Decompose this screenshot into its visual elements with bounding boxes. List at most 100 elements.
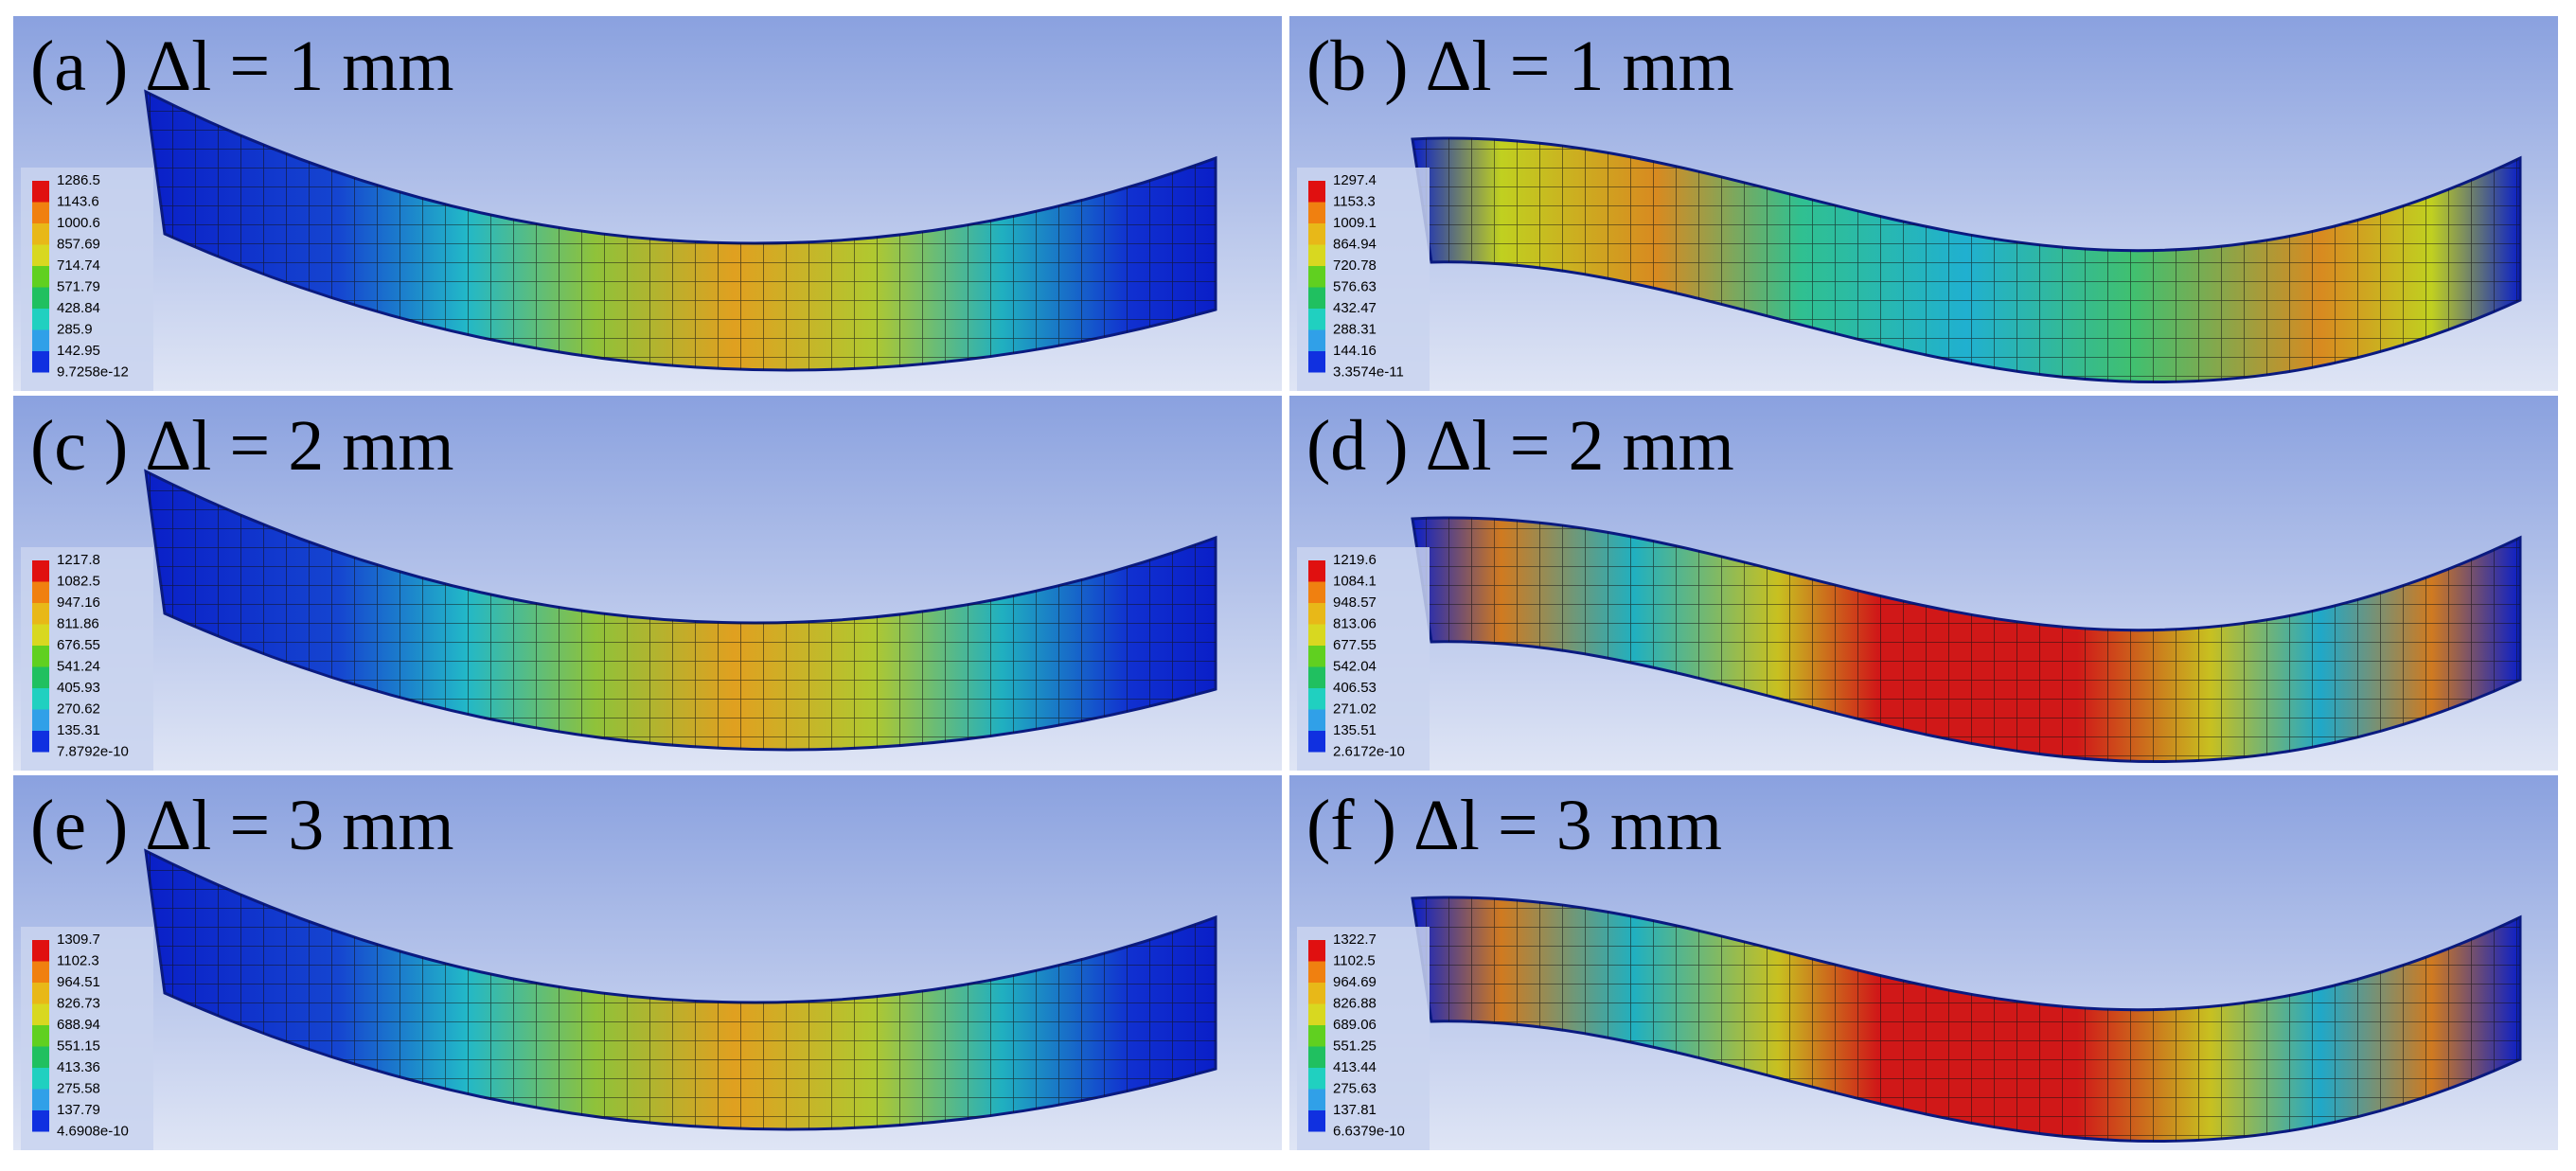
legend-band: [32, 581, 49, 603]
legend-band: [1308, 1068, 1325, 1090]
legend-value: 137.79: [57, 1102, 100, 1118]
legend-band: [32, 1046, 49, 1068]
legend-value: 2.6172e-10: [1333, 743, 1405, 759]
legend-value: 1286.5: [57, 172, 100, 188]
legend-band: [32, 940, 49, 962]
legend-value: 542.04: [1333, 658, 1377, 674]
legend-band: [1308, 560, 1325, 582]
legend: 1219.6 1084.1 948.57 813.06 677.55 542.04 406.…: [1297, 547, 1430, 771]
legend-value: 947.16: [57, 594, 100, 611]
panel-label: (e ) Δl = 3 mm: [30, 786, 453, 865]
legend-band: [32, 961, 49, 983]
beam-mesh: [146, 851, 1216, 1129]
legend-value: 813.06: [1333, 615, 1377, 631]
legend-band: [32, 666, 49, 688]
legend-band: [32, 351, 49, 373]
legend-value: 135.31: [57, 722, 100, 738]
legend-band: [32, 731, 49, 753]
legend-value: 1102.3: [57, 952, 99, 968]
panel-label: (c ) Δl = 2 mm: [30, 406, 453, 486]
legend-band: [32, 1025, 49, 1047]
legend-band: [32, 287, 49, 309]
panel-label: (f ) Δl = 3 mm: [1306, 786, 1722, 865]
legend-band: [1308, 287, 1325, 309]
legend-band: [32, 624, 49, 646]
legend-band: [1308, 351, 1325, 373]
legend-value: 948.57: [1333, 594, 1377, 611]
legend-value: 541.24: [57, 658, 100, 674]
panel: (f ) Δl = 3 mm 1322.7 1102.5 964.69 826.88 689…: [1289, 775, 2558, 1150]
panel-letter: (a ): [30, 27, 128, 106]
legend-value: 1102.5: [1333, 952, 1376, 968]
legend-value: 1143.6: [57, 193, 99, 209]
panel-letter: (c ): [30, 406, 128, 486]
legend-value: 275.63: [1333, 1080, 1377, 1096]
legend-band: [1308, 1003, 1325, 1025]
legend: 1217.8 1082.5 947.16 811.86 676.55 541.24 405.…: [21, 547, 153, 771]
legend-band: [1308, 581, 1325, 603]
legend-value: 714.74: [57, 257, 100, 274]
legend-value: 3.3574e-11: [1333, 364, 1404, 380]
panel-letter: (b ): [1306, 27, 1409, 106]
panel: (b ) Δl = 1 mm 1297.4 1153.3 1009.1 864.94 720…: [1289, 16, 2558, 391]
legend-value: 864.94: [1333, 236, 1377, 252]
legend-value: 964.69: [1333, 974, 1377, 990]
legend-band: [32, 646, 49, 667]
legend-value: 1082.5: [57, 573, 100, 589]
legend-value: 9.7258e-12: [57, 364, 129, 380]
legend-band: [1308, 940, 1325, 962]
legend-band: [1308, 329, 1325, 351]
legend-band: [32, 1003, 49, 1025]
legend-band: [1308, 202, 1325, 223]
legend-band: [1308, 646, 1325, 667]
legend-value: 571.79: [57, 278, 100, 294]
panel: (a ) Δl = 1 mm 1286.5 1143.6 1000.6 857.69 714…: [13, 16, 1282, 391]
legend-band: [32, 688, 49, 710]
legend-band: [1308, 181, 1325, 203]
panel: (e ) Δl = 3 mm 1309.7 1102.3 964.51 826.73 688…: [13, 775, 1282, 1150]
legend-value: 576.63: [1333, 278, 1377, 294]
legend-band: [1308, 961, 1325, 983]
legend-value: 413.36: [57, 1059, 100, 1075]
beam-mesh: [146, 471, 1216, 750]
legend-value: 142.95: [57, 343, 100, 359]
beam-mesh: [1412, 137, 2520, 382]
legend-value: 432.47: [1333, 300, 1377, 316]
legend-band: [32, 266, 49, 288]
legend-band: [1308, 266, 1325, 288]
panel-letter: (d ): [1306, 406, 1409, 486]
legend-band: [32, 202, 49, 223]
legend-value: 137.81: [1333, 1102, 1377, 1118]
panel-displacement: Δl = 1 mm: [1426, 27, 1734, 106]
legend-value: 1000.6: [57, 215, 100, 231]
legend-value: 677.55: [1333, 637, 1377, 653]
legend-value: 275.58: [57, 1080, 100, 1096]
beam-mesh: [1412, 896, 2520, 1142]
legend: 1297.4 1153.3 1009.1 864.94 720.78 576.63 432.…: [1297, 168, 1430, 391]
legend-value: 1217.8: [57, 552, 100, 568]
legend-band: [32, 603, 49, 625]
legend-band: [32, 1089, 49, 1110]
legend-value: 1009.1: [1333, 215, 1377, 231]
legend-band: [1308, 688, 1325, 710]
legend-value: 288.31: [1333, 321, 1377, 337]
legend-band: [1308, 1110, 1325, 1132]
legend-band: [32, 223, 49, 245]
legend-value: 688.94: [57, 1017, 100, 1033]
legend-value: 6.6379e-10: [1333, 1123, 1405, 1139]
panel-displacement: Δl = 2 mm: [145, 406, 453, 486]
legend-band: [1308, 624, 1325, 646]
legend-value: 551.15: [57, 1038, 100, 1054]
legend: 1322.7 1102.5 964.69 826.88 689.06 551.25 413.…: [1297, 927, 1430, 1150]
panel-displacement: Δl = 1 mm: [145, 27, 453, 106]
legend-value: 7.8792e-10: [57, 743, 129, 759]
legend-value: 1084.1: [1333, 573, 1377, 589]
legend-band: [1308, 1089, 1325, 1110]
panel-label: (d ) Δl = 2 mm: [1306, 406, 1734, 486]
legend-band: [32, 709, 49, 731]
beam-mesh: [1412, 517, 2520, 762]
legend-band: [1308, 983, 1325, 1004]
legend-band: [32, 1110, 49, 1132]
legend: 1286.5 1143.6 1000.6 857.69 714.74 571.79 428.…: [21, 168, 153, 391]
